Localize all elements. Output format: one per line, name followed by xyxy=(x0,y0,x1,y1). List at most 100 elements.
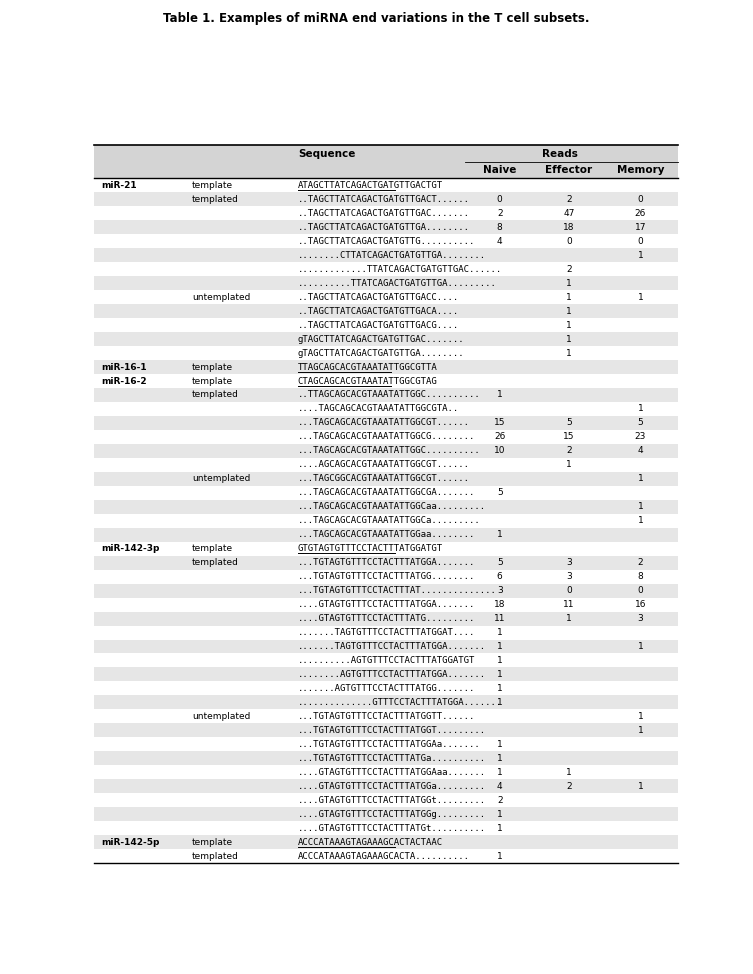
Bar xyxy=(94,612,678,625)
Text: ..TAGCTTATCAGACTGATGTTGACC....: ..TAGCTTATCAGACTGATGTTGACC.... xyxy=(297,292,459,302)
Text: 1: 1 xyxy=(497,670,502,679)
Text: 1: 1 xyxy=(566,461,572,469)
Text: 1: 1 xyxy=(638,516,643,525)
Text: 16: 16 xyxy=(635,600,646,609)
Text: 23: 23 xyxy=(635,432,646,441)
Text: ....TAGCAGCACGTAAATATTGGCGTA..: ....TAGCAGCACGTAAATATTGGCGTA.. xyxy=(297,404,459,413)
Bar xyxy=(94,444,678,458)
Text: 0: 0 xyxy=(638,237,643,245)
Bar xyxy=(94,528,678,542)
Bar xyxy=(94,220,678,235)
Text: 1: 1 xyxy=(638,503,643,511)
Text: .............TTATCAGACTGATGTTGAC......: .............TTATCAGACTGATGTTGAC...... xyxy=(297,265,502,274)
Text: 1: 1 xyxy=(566,279,572,287)
Text: ....GTAGTGTTTCCTACTTTATGGA.......: ....GTAGTGTTTCCTACTTTATGGA....... xyxy=(297,600,475,609)
Text: ..TAGCTTATCAGACTGATGTTGAC.......: ..TAGCTTATCAGACTGATGTTGAC....... xyxy=(297,208,470,218)
Text: 1: 1 xyxy=(497,391,502,399)
Bar xyxy=(94,500,678,513)
Bar xyxy=(94,318,678,332)
Bar xyxy=(94,304,678,318)
Text: ACCCATAAAGTAGAAAGCACTACTAAC: ACCCATAAAGTAGAAAGCACTACTAAC xyxy=(297,838,443,846)
Text: GTGTAGTGTTTCCTACTTTATGGATGT: GTGTAGTGTTTCCTACTTTATGGATGT xyxy=(297,544,443,553)
Text: 2: 2 xyxy=(566,265,572,274)
Bar xyxy=(94,346,678,360)
Text: Sequence: Sequence xyxy=(298,149,355,159)
Text: ..............GTTTCCTACTTTATGGA.......: ..............GTTTCCTACTTTATGGA....... xyxy=(297,698,502,707)
Text: ...TAGCGGCACGTAAATATTGGCGT......: ...TAGCGGCACGTAAATATTGGCGT...... xyxy=(297,474,470,483)
Text: 0: 0 xyxy=(497,195,502,204)
Bar xyxy=(94,235,678,248)
Text: ....AGCAGCACGTAAATATTGGCGT......: ....AGCAGCACGTAAATATTGGCGT...... xyxy=(297,461,470,469)
Text: ...TAGCAGCACGTAAATATTGGCa.........: ...TAGCAGCACGTAAATATTGGCa......... xyxy=(297,516,480,525)
Text: .......TAGTGTTTCCTACTTTATGGAT....: .......TAGTGTTTCCTACTTTATGGAT.... xyxy=(297,628,475,637)
Bar xyxy=(94,248,678,262)
Bar xyxy=(94,416,678,430)
Text: 1: 1 xyxy=(566,335,572,344)
Text: Effector: Effector xyxy=(545,166,593,175)
Bar xyxy=(94,388,678,402)
Text: ...TGTAGTGTTTCCTACTTTATGGTT......: ...TGTAGTGTTTCCTACTTTATGGTT...... xyxy=(297,712,475,721)
Text: ..TAGCTTATCAGACTGATGTTG..........: ..TAGCTTATCAGACTGATGTTG.......... xyxy=(297,237,475,245)
Text: template: template xyxy=(192,838,233,846)
Text: 0: 0 xyxy=(566,586,572,595)
Text: 2: 2 xyxy=(566,195,572,204)
Bar xyxy=(94,821,678,835)
Text: ...TAGCAGCACGTAAATATTGGCGT......: ...TAGCAGCACGTAAATATTGGCGT...... xyxy=(297,419,470,428)
Text: CTAGCAGCACGTAAATATTGGCGTAG: CTAGCAGCACGTAAATATTGGCGTAG xyxy=(297,377,437,386)
Bar xyxy=(94,542,678,556)
Text: ..TAGCTTATCAGACTGATGTTGACA....: ..TAGCTTATCAGACTGATGTTGACA.... xyxy=(297,307,459,316)
Bar xyxy=(94,737,678,751)
Text: 1: 1 xyxy=(566,320,572,329)
Text: 1: 1 xyxy=(638,642,643,651)
Text: 1: 1 xyxy=(497,809,502,819)
Text: 15: 15 xyxy=(494,419,505,428)
Text: ...TGTAGTGTTTCCTACTTTATGGТ.........: ...TGTAGTGTTTCCTACTTTATGGТ......... xyxy=(297,726,486,734)
Text: Naive: Naive xyxy=(483,166,517,175)
Bar xyxy=(94,583,678,598)
Text: 4: 4 xyxy=(638,446,643,456)
Bar xyxy=(94,471,678,486)
Text: 1: 1 xyxy=(497,628,502,637)
Bar xyxy=(94,290,678,304)
Text: 4: 4 xyxy=(497,237,502,245)
Text: template: template xyxy=(192,377,233,386)
Text: 1: 1 xyxy=(566,349,572,357)
Text: 2: 2 xyxy=(497,796,502,805)
Text: .......AGTGTTTCCTACTTTATGG.......: .......AGTGTTTCCTACTTTATGG....... xyxy=(297,684,475,693)
Text: 0: 0 xyxy=(638,195,643,204)
Text: 0: 0 xyxy=(566,237,572,245)
Text: 11: 11 xyxy=(563,600,575,609)
Text: ..TAGCTTATCAGACTGATGTTGACG....: ..TAGCTTATCAGACTGATGTTGACG.... xyxy=(297,320,459,329)
Text: gTAGCTTATCAGACTGATGTTGAC.......: gTAGCTTATCAGACTGATGTTGAC....... xyxy=(297,335,465,344)
Text: miR-142-3p: miR-142-3p xyxy=(101,544,160,553)
Bar xyxy=(94,570,678,583)
Bar xyxy=(94,162,678,178)
Text: 1: 1 xyxy=(497,740,502,749)
Bar xyxy=(94,513,678,528)
Text: ........CTTATCAGACTGATGTTGA........: ........CTTATCAGACTGATGTTGA........ xyxy=(297,250,486,260)
Text: .......TAGTGTTTCCTACTTTATGGA.......: .......TAGTGTTTCCTACTTTATGGA....... xyxy=(297,642,486,651)
Text: ....GTAGTGTTTCCTACTTTATGGa.........: ....GTAGTGTTTCCTACTTTATGGa......... xyxy=(297,782,486,791)
Bar xyxy=(94,277,678,290)
Text: 8: 8 xyxy=(638,572,643,581)
Bar xyxy=(94,486,678,500)
Text: templated: templated xyxy=(192,851,239,861)
Bar xyxy=(94,835,678,849)
Text: ..........AGTGTTTCCTACTTTATGGATGT: ..........AGTGTTTCCTACTTTATGGATGT xyxy=(297,656,475,665)
Text: 1: 1 xyxy=(497,684,502,693)
Text: ACCCATAAAGTAGAAAGCACTA..........: ACCCATAAAGTAGAAAGCACTA.......... xyxy=(297,851,470,861)
Text: ...TAGCAGCACGTAAATATTGGCGA.......: ...TAGCAGCACGTAAATATTGGCGA....... xyxy=(297,488,475,498)
Text: 2: 2 xyxy=(497,208,502,218)
Text: ...TAGCAGCACGTAAATATTGGCaa.........: ...TAGCAGCACGTAAATATTGGCaa......... xyxy=(297,503,486,511)
Text: ....GTAGTGTTTCCTACTTTATGGg.........: ....GTAGTGTTTCCTACTTTATGGg......... xyxy=(297,809,486,819)
Text: ...TAGCAGCACGTAAATATTGGCG........: ...TAGCAGCACGTAAATATTGGCG........ xyxy=(297,432,475,441)
Bar xyxy=(94,374,678,388)
Text: miR-16-1: miR-16-1 xyxy=(101,362,147,371)
Text: templated: templated xyxy=(192,195,239,204)
Text: 3: 3 xyxy=(566,572,572,581)
Bar xyxy=(94,779,678,793)
Bar xyxy=(94,695,678,709)
Text: ..TTAGCAGCACGTAAATATTGGC..........: ..TTAGCAGCACGTAAATATTGGC.......... xyxy=(297,391,480,399)
Text: 0: 0 xyxy=(638,586,643,595)
Text: ....GTAGTGTTTCCTACTTTATGt..........: ....GTAGTGTTTCCTACTTTATGt.......... xyxy=(297,824,486,833)
